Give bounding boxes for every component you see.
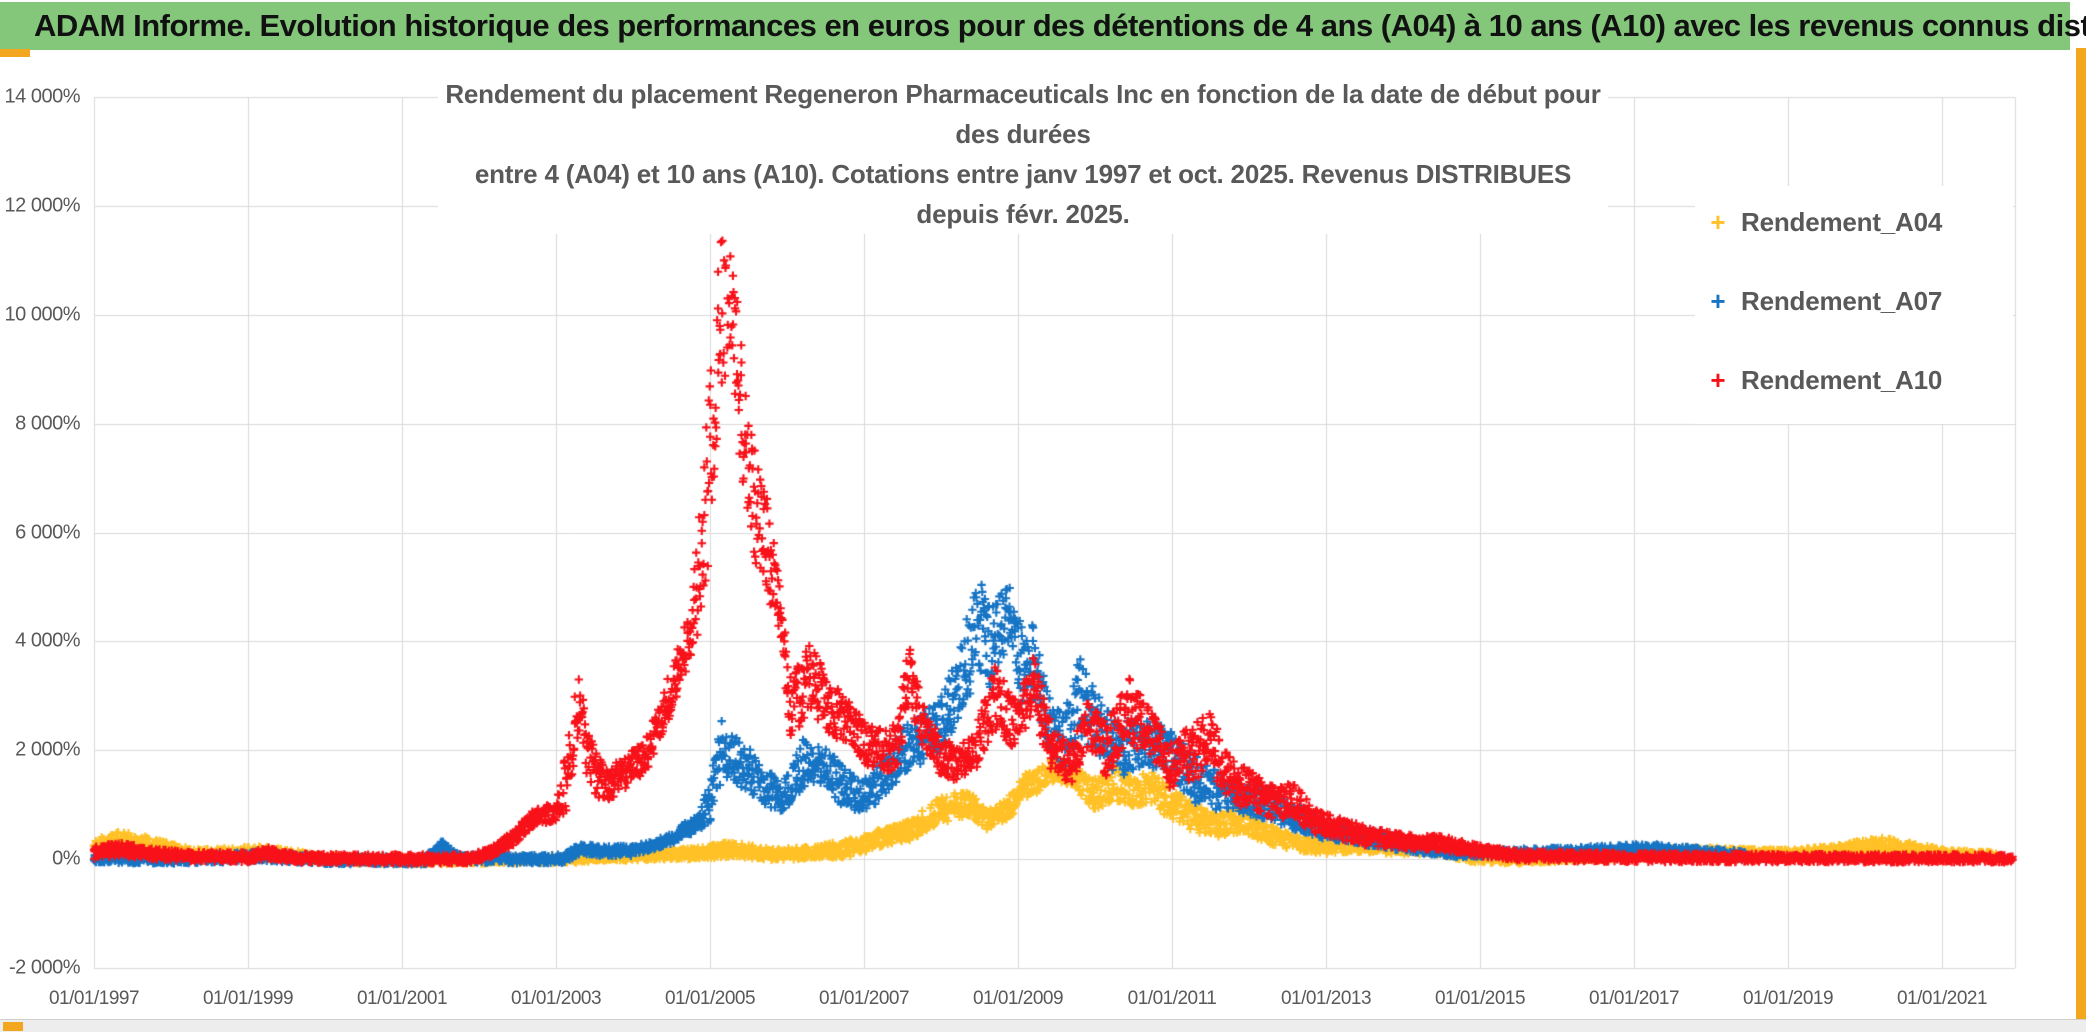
- horizontal-scrollbar[interactable]: [0, 1019, 2086, 1032]
- x-tick-label: 01/01/1997: [48, 988, 140, 1009]
- y-tick-label: 6 000%: [15, 521, 80, 544]
- y-tick-label: 4 000%: [15, 629, 80, 652]
- x-tick-label: 01/01/2021: [1896, 988, 1988, 1009]
- x-tick-label: 01/01/2011: [1127, 988, 1217, 1009]
- x-tick-label: 01/01/2013: [1280, 988, 1372, 1009]
- legend-item: + Rendement_A07: [1695, 281, 2013, 321]
- header-left-gold-accent: [0, 49, 30, 57]
- x-tick-label: 01/01/2019: [1742, 988, 1834, 1009]
- chart-title-line1: Rendement du placement Regeneron Pharmac…: [445, 79, 1601, 149]
- legend-item: + Rendement_A04: [1695, 202, 2013, 242]
- legend-item: + Rendement_A10: [1695, 360, 2013, 400]
- y-tick-label: 2 000%: [15, 738, 80, 761]
- x-tick-label: 01/01/2003: [510, 988, 602, 1009]
- x-tick-label: 01/01/2007: [818, 988, 910, 1009]
- x-tick-label: 01/01/2009: [972, 988, 1064, 1009]
- x-tick-label: 01/01/2017: [1588, 988, 1680, 1009]
- y-tick-label: 14 000%: [4, 85, 81, 108]
- y-tick-label: 8 000%: [15, 412, 80, 435]
- legend-label: Rendement_A10: [1741, 364, 1943, 395]
- chart-legend: + Rendement_A04 + Rendement_A07 + Rendement_A…: [1695, 186, 2013, 424]
- vertical-scrollbar[interactable]: [2076, 48, 2086, 1032]
- legend-label: Rendement_A04: [1741, 206, 1943, 237]
- x-tick-label: 01/01/2001: [356, 988, 448, 1009]
- header-title: ADAM Informe. Evolution historique des p…: [34, 8, 2086, 43]
- x-tick-label: 01/01/2005: [664, 988, 756, 1009]
- x-tick-label: 01/01/2015: [1434, 988, 1526, 1009]
- header-bar: ADAM Informe. Evolution historique des p…: [0, 2, 2086, 50]
- y-tick-label: -2 000%: [9, 956, 81, 979]
- x-tick-label: 01/01/1999: [202, 988, 294, 1009]
- legend-plus-marker-icon: +: [1710, 286, 1726, 316]
- legend-plus-marker-icon: +: [1710, 207, 1726, 237]
- horizontal-scrollbar-thumb[interactable]: [3, 1022, 23, 1031]
- y-tick-label: 0%: [52, 847, 80, 870]
- chart-title: Rendement du placement Regeneron Pharmac…: [438, 74, 1608, 234]
- y-tick-label: 12 000%: [4, 194, 81, 217]
- legend-label: Rendement_A07: [1741, 285, 1943, 316]
- chart-title-line2: entre 4 (A04) et 10 ans (A10). Cotations…: [474, 159, 1572, 229]
- y-tick-label: 10 000%: [4, 303, 81, 326]
- legend-plus-marker-icon: +: [1710, 365, 1726, 395]
